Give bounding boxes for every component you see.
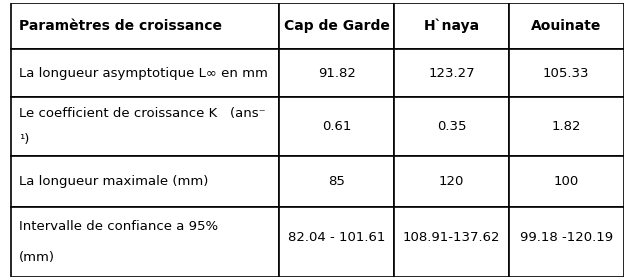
Bar [279, 3, 394, 50]
Text: Aouinate: Aouinate [531, 19, 602, 33]
Text: 82.04 - 101.61: 82.04 - 101.61 [288, 231, 386, 244]
Bar [279, 97, 394, 157]
Bar [11, 97, 279, 157]
Bar [394, 207, 509, 277]
Bar [509, 97, 624, 157]
Text: La longueur asymptotique L∞ en mm: La longueur asymptotique L∞ en mm [19, 67, 268, 80]
Text: (mm): (mm) [19, 251, 55, 264]
Text: Intervalle de confiance a 95%: Intervalle de confiance a 95% [19, 220, 218, 233]
Text: 1.82: 1.82 [551, 120, 581, 134]
Bar [11, 207, 279, 277]
Bar [509, 3, 624, 50]
Bar [509, 50, 624, 97]
Text: H`naya: H`naya [423, 19, 479, 33]
Bar [394, 50, 509, 97]
Bar [279, 50, 394, 97]
Text: Cap de Garde: Cap de Garde [284, 19, 389, 33]
Bar [394, 157, 509, 207]
Bar [509, 157, 624, 207]
Text: 100: 100 [554, 175, 579, 188]
Text: Paramètres de croissance: Paramètres de croissance [19, 19, 222, 33]
Text: 108.91-137.62: 108.91-137.62 [403, 231, 500, 244]
Bar [279, 207, 394, 277]
Text: Le coefficient de croissance K   (ans⁻: Le coefficient de croissance K (ans⁻ [19, 108, 265, 120]
Text: 0.35: 0.35 [437, 120, 466, 134]
Bar [394, 3, 509, 50]
Text: 105.33: 105.33 [543, 67, 590, 80]
Bar [394, 97, 509, 157]
Text: 91.82: 91.82 [318, 67, 355, 80]
Text: La longueur maximale (mm): La longueur maximale (mm) [19, 175, 208, 188]
Bar [11, 157, 279, 207]
Text: 123.27: 123.27 [428, 67, 475, 80]
Text: 120: 120 [438, 175, 464, 188]
Bar [509, 207, 624, 277]
Bar [279, 157, 394, 207]
Text: 0.61: 0.61 [322, 120, 352, 134]
Bar [11, 50, 279, 97]
Text: 99.18 -120.19: 99.18 -120.19 [520, 231, 613, 244]
Bar [11, 3, 279, 50]
Text: ¹): ¹) [19, 134, 29, 146]
Text: 85: 85 [328, 175, 345, 188]
